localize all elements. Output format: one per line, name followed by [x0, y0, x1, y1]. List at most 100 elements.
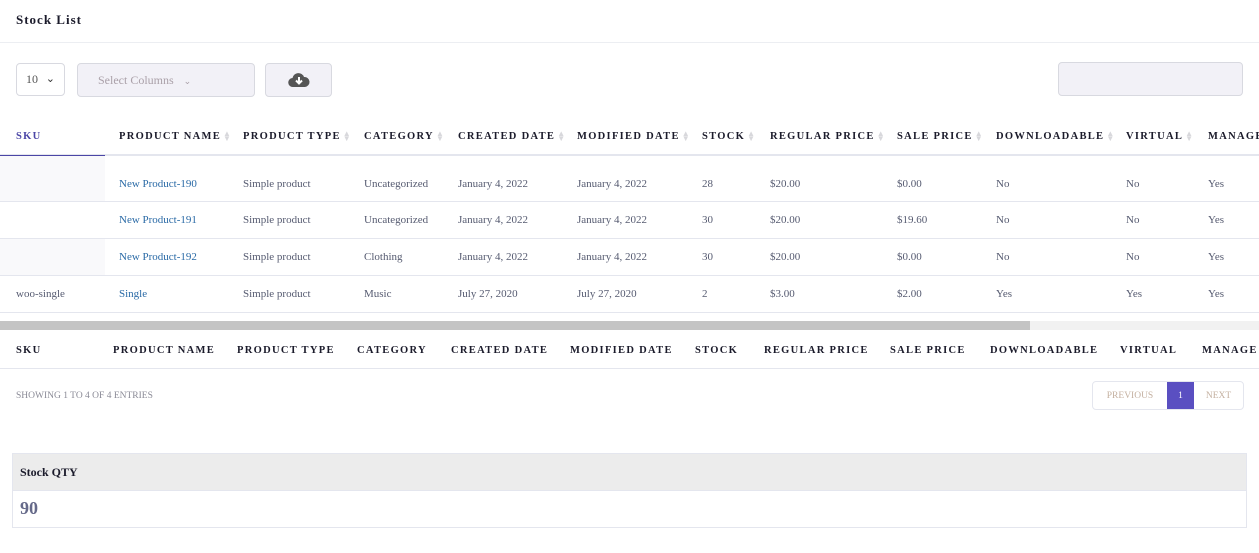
column-header[interactable]: CATEGORY ▲ ▼ — [364, 118, 444, 154]
entries-info: SHOWING 1 TO 4 OF 4 ENTRIES — [16, 391, 153, 401]
table-cell: woo-single — [16, 288, 65, 300]
column-header-label: REGULAR PRICE — [770, 130, 875, 142]
table-cell: Simple product — [243, 288, 311, 300]
chevron-down-icon: ⌄ — [183, 76, 192, 86]
product-link[interactable]: Single — [119, 288, 148, 300]
page-length-value: 10 — [26, 72, 38, 86]
horizontal-scrollbar[interactable] — [0, 321, 1259, 330]
cloud-download-icon — [287, 73, 310, 88]
column-header-label: STOCK — [702, 130, 746, 142]
table-cell: 30 — [702, 251, 713, 263]
table-cell: No — [996, 214, 1010, 226]
stock-qty-value: 90 — [20, 498, 38, 518]
table-cell: $3.00 — [770, 288, 795, 300]
column-header[interactable]: MODIFIED DATE ▲ ▼ — [577, 118, 691, 154]
sort-icon: ▲ ▼ — [223, 129, 233, 143]
table-cell: Yes — [1208, 177, 1225, 190]
chevron-down-icon: ⌄ — [45, 73, 55, 85]
column-header-label: CREATED DATE — [458, 130, 556, 142]
table-row: New Product-191 Simple product Uncategoriz… — [0, 202, 1259, 239]
table-header: SKU PRODUCT NAME ▲ ▼ PRODUCT TYPE ▲ ▼ CATEGORY ▲… — [0, 118, 1259, 156]
footer-column-label: PRODUCT TYPE — [237, 344, 335, 356]
table-cell: Simple product — [243, 251, 311, 263]
table-cell: $0.00 — [897, 251, 922, 263]
table-row: New Product-190 Simple product Uncategoriz… — [0, 156, 1259, 202]
column-header[interactable]: CREATED DATE ▲ ▼ — [458, 118, 567, 154]
footer-column-label: SALE PRICE — [890, 344, 966, 356]
stock-qty-label: Stock QTY — [13, 454, 1246, 491]
table-cell: 30 — [702, 214, 713, 226]
next-button[interactable]: NEXT — [1205, 390, 1232, 401]
column-header[interactable]: SALE PRICE ▲ ▼ — [897, 118, 984, 154]
sku-sort-indicator — [0, 155, 105, 156]
footer-column-label: MODIFIED DATE — [570, 344, 673, 356]
table-cell: January 4, 2022 — [577, 177, 647, 190]
page-length-select[interactable]: 10 ⌄ — [16, 63, 65, 96]
table-cell: $20.00 — [770, 251, 801, 263]
column-header[interactable]: STOCK ▲ ▼ — [702, 118, 755, 154]
footer-column-label: CREATED DATE — [451, 344, 549, 356]
column-header[interactable]: MANAGE S — [1208, 118, 1259, 154]
sort-icon: ▲ ▼ — [681, 129, 691, 143]
sort-icon: ▲ ▼ — [557, 129, 567, 143]
column-header[interactable]: VIRTUAL ▲ ▼ — [1126, 118, 1195, 154]
search-input[interactable] — [1058, 62, 1243, 96]
table-cell: Simple product — [243, 177, 311, 190]
footer-column-label: STOCK — [695, 344, 739, 356]
footer-column-label: SKU — [16, 344, 42, 356]
table-cell: Simple product — [243, 214, 311, 226]
column-header[interactable]: PRODUCT NAME ▲ ▼ — [119, 118, 233, 154]
footer-column-label: PRODUCT NAME — [113, 344, 216, 356]
column-header[interactable]: PRODUCT TYPE ▲ ▼ — [243, 118, 352, 154]
footer-column-label: REGULAR PRICE — [764, 344, 869, 356]
column-header[interactable]: DOWNLOADABLE ▲ ▼ — [996, 118, 1114, 154]
footer-column-label: DOWNLOADABLE — [990, 344, 1099, 356]
table-cell: Uncategorized — [364, 214, 429, 226]
divider — [0, 42, 1259, 43]
table-cell: Music — [364, 288, 392, 300]
column-header[interactable]: SKU — [16, 118, 42, 154]
select-columns-label: Select Columns — [98, 73, 174, 87]
table-row: New Product-192 Simple product Clothing Jan… — [0, 239, 1259, 276]
table-cell: No — [1126, 251, 1140, 263]
footer-column-label: MANAGE S — [1202, 344, 1259, 356]
table-cell: July 27, 2020 — [458, 288, 518, 300]
column-header-label: VIRTUAL — [1126, 130, 1184, 142]
column-header[interactable]: REGULAR PRICE ▲ ▼ — [770, 118, 885, 154]
column-header-label: SALE PRICE — [897, 130, 973, 142]
table-cell: 28 — [702, 177, 713, 190]
product-link[interactable]: New Product-192 — [119, 251, 197, 263]
table-cell: January 4, 2022 — [458, 214, 528, 226]
table-cell: Yes — [1126, 288, 1143, 300]
stock-qty-panel: Stock QTY 90 — [12, 453, 1247, 528]
scrollbar-thumb[interactable] — [0, 321, 1030, 330]
page-1-button[interactable]: 1 — [1167, 382, 1194, 409]
column-header-label: DOWNLOADABLE — [996, 130, 1105, 142]
sort-icon: ▲ ▼ — [974, 129, 984, 143]
table-cell: 2 — [702, 288, 708, 300]
download-button[interactable] — [265, 63, 332, 97]
column-header-label: MODIFIED DATE — [577, 130, 680, 142]
table-footer: SKU PRODUCT NAME PRODUCT TYPE CATEGORY CREAT… — [0, 331, 1259, 369]
sku-cell-bg — [0, 156, 105, 201]
footer-column-label: CATEGORY — [357, 344, 427, 356]
table-cell: Clothing — [364, 251, 403, 263]
pagination: PREVIOUS 1 NEXT — [1092, 381, 1244, 410]
footer-column-label: VIRTUAL — [1120, 344, 1178, 356]
product-link[interactable]: New Product-190 — [119, 177, 197, 190]
table-cell: Yes — [1208, 251, 1225, 263]
table-cell: $0.00 — [897, 177, 922, 190]
page-title: Stock List — [16, 12, 82, 27]
table-cell: $20.00 — [770, 214, 801, 226]
sort-icon: ▲ ▼ — [1185, 129, 1195, 143]
select-columns-dropdown[interactable]: Select Columns ⌄ — [77, 63, 255, 97]
sort-icon: ▲ ▼ — [342, 129, 352, 143]
table-cell: No — [1126, 177, 1140, 190]
previous-button[interactable]: PREVIOUS — [1106, 390, 1154, 401]
table-cell: Yes — [1208, 288, 1225, 300]
table-cell: $2.00 — [897, 288, 922, 300]
table-cell: No — [996, 177, 1010, 190]
table-cell: July 27, 2020 — [577, 288, 637, 300]
table-cell: No — [1126, 214, 1140, 226]
product-link[interactable]: New Product-191 — [119, 214, 197, 226]
